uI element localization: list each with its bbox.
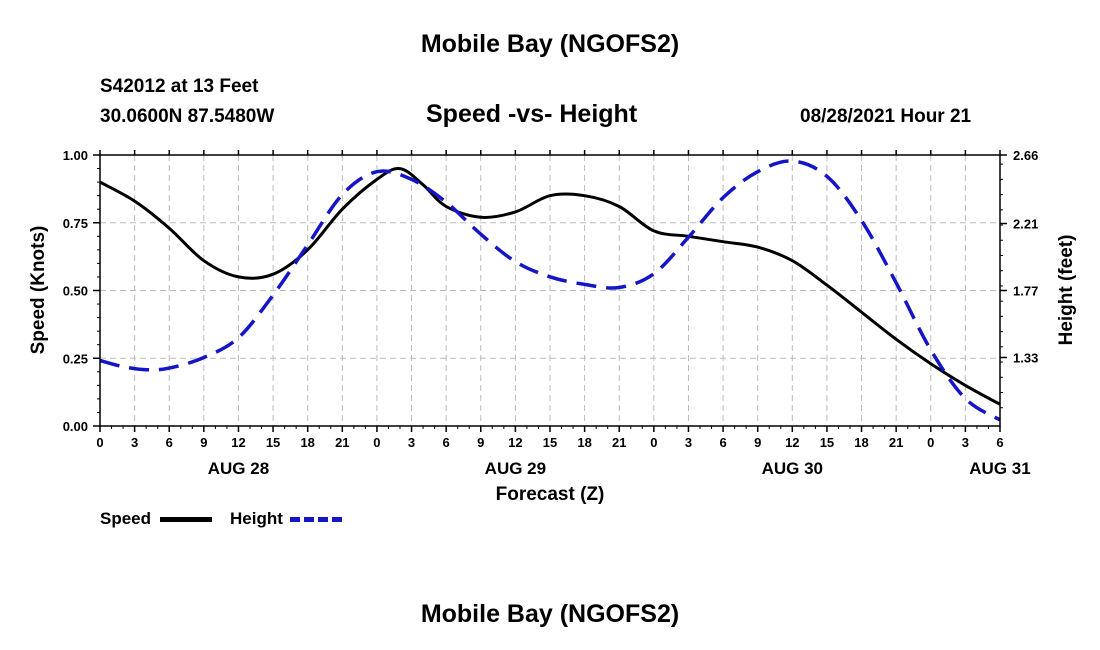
x-tick-label: 9 <box>200 435 207 450</box>
speed-series-line <box>99 166 1001 406</box>
x-tick-label: 3 <box>408 435 415 450</box>
x-tick-label: 3 <box>685 435 692 450</box>
x-tick-label: 6 <box>719 435 726 450</box>
top-title: Mobile Bay (NGOFS2) <box>420 30 680 58</box>
chart-title: Speed -vs- Height <box>426 100 638 128</box>
day-label: AUG 30 <box>762 459 823 478</box>
forecast-datetime: 08/28/2021 Hour 21 <box>800 106 972 127</box>
y2-axis-label: Height (feet) <box>1056 235 1077 346</box>
x-tick-label: 3 <box>131 435 138 450</box>
series-layer <box>99 159 1001 422</box>
y2-tick-label: 1.33 <box>1013 350 1038 365</box>
x-tick-label: 6 <box>443 435 450 450</box>
x-tick-label: 9 <box>477 435 484 450</box>
day-label: AUG 29 <box>485 459 546 478</box>
x-tick-label: 12 <box>785 435 799 450</box>
x-tick-label: 15 <box>543 435 557 450</box>
axes: 0 3 6 9 12 15 18 21 0 3 6 9 12 15 18 21 0 3 6 9 12 15 18 21 0 3 6 A… <box>63 148 1039 478</box>
y-tick-label: 0.25 <box>63 351 88 366</box>
y-tick-label: 1.00 <box>63 148 88 163</box>
y-tick-label: 0.00 <box>63 419 88 434</box>
x-tick-label: 0 <box>373 435 380 450</box>
x-tick-label: 18 <box>577 435 591 450</box>
x-tick-label: 12 <box>231 435 245 450</box>
x-tick-label: 21 <box>335 435 349 450</box>
x-tick-label: 21 <box>612 435 626 450</box>
x-tick-label: 18 <box>854 435 868 450</box>
x-tick-label: 15 <box>266 435 280 450</box>
x-tick-label: 9 <box>754 435 761 450</box>
x-tick-label: 0 <box>96 435 103 450</box>
y-axis-label: Speed (Knots) <box>28 226 49 355</box>
x-tick-label: 12 <box>508 435 522 450</box>
legend-speed-swatch <box>160 517 212 522</box>
x-tick-label: 6 <box>996 435 1003 450</box>
bottom-title: Mobile Bay (NGOFS2) <box>420 600 680 628</box>
y2-tick-label: 1.77 <box>1013 284 1038 299</box>
x-tick-label: 0 <box>927 435 934 450</box>
x-tick-label: 3 <box>962 435 969 450</box>
day-label: AUG 28 <box>208 459 269 478</box>
legend-height-label: Height <box>230 509 283 528</box>
y-tick-label: 0.75 <box>63 216 88 231</box>
x-tick-label: 6 <box>166 435 173 450</box>
x-tick-label: 21 <box>889 435 903 450</box>
y2-tick-label: 2.66 <box>1013 148 1038 163</box>
x-tick-label: 15 <box>820 435 834 450</box>
day-label: AUG 31 <box>969 459 1030 478</box>
y2-tick-label: 2.21 <box>1013 217 1038 232</box>
height-series-line <box>99 159 1001 422</box>
station-coords: 30.0600N 87.5480W <box>100 106 275 127</box>
legend-speed-label: Speed <box>100 509 152 528</box>
x-tick-label: 18 <box>300 435 314 450</box>
x-tick-label: 0 <box>650 435 657 450</box>
x-axis-label: Forecast (Z) <box>496 484 605 505</box>
station-label: S42012 at 13 Feet <box>100 76 259 97</box>
y-tick-label: 0.50 <box>63 284 88 299</box>
legend-height-swatch <box>290 517 342 522</box>
